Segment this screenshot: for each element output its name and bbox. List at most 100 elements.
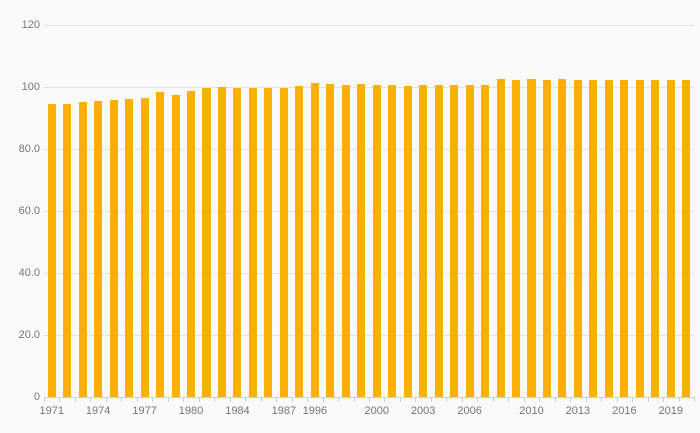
- bar: [465, 84, 474, 397]
- x-tick-label: 2016: [612, 405, 637, 417]
- x-axis-labels: 1971 1974 1977 1980 1984 1987 1996 2000 2003 2006…: [39, 0, 694, 433]
- bar: [187, 90, 196, 397]
- bar: [527, 78, 536, 397]
- x-tick: [353, 397, 355, 402]
- x-tick: [508, 397, 510, 402]
- bar: [202, 87, 211, 397]
- x-tick-label: 2000: [364, 405, 389, 417]
- y-tick-label: 60.0: [18, 205, 40, 217]
- x-tick: [214, 397, 216, 402]
- y-tick-label: 80.0: [18, 143, 40, 155]
- x-tick-label: 1984: [225, 405, 250, 417]
- x-tick: [523, 397, 525, 402]
- bar: [419, 85, 428, 397]
- bar: [310, 82, 319, 397]
- x-tick: [369, 397, 370, 402]
- x-tick: [647, 397, 649, 402]
- x-tick: [136, 397, 138, 402]
- bar: [558, 79, 567, 397]
- gridline-100: [44, 87, 694, 88]
- bar: [512, 80, 521, 397]
- x-axis-ticks: [44, 397, 695, 403]
- gridline-80.0: [44, 149, 694, 150]
- x-tick: [554, 397, 556, 402]
- bar: [109, 100, 118, 397]
- x-tick-label: 1980: [178, 405, 204, 417]
- bar: [140, 98, 149, 397]
- bar: [434, 85, 443, 397]
- x-tick-label: 2010: [519, 405, 544, 417]
- x-tick: [74, 397, 76, 402]
- gridline-120: [44, 25, 694, 26]
- x-tick: [585, 397, 587, 402]
- x-tick: [678, 397, 680, 402]
- x-tick: [44, 397, 45, 402]
- x-tick: [322, 397, 324, 402]
- y-tick-label: 120: [21, 19, 40, 31]
- bar: [217, 87, 226, 397]
- bar: [573, 80, 582, 397]
- x-tick: [198, 397, 200, 402]
- gridline-60.0: [44, 211, 694, 212]
- bar: [620, 80, 629, 397]
- x-tick: [183, 397, 185, 402]
- x-tick-label: 1987: [271, 405, 297, 417]
- x-tick-label: 2013: [565, 405, 591, 417]
- bar: [47, 103, 56, 397]
- x-tick: [384, 397, 386, 402]
- bar: [542, 80, 551, 397]
- x-tick: [570, 397, 572, 402]
- bar: [589, 79, 598, 397]
- bar: [357, 84, 366, 397]
- bar: [450, 85, 459, 397]
- x-tick: [461, 397, 463, 402]
- y-tick-label: 100: [21, 81, 40, 93]
- x-tick: [167, 397, 169, 402]
- x-tick-label: 2019: [658, 405, 684, 417]
- gridline-40.0: [44, 273, 694, 274]
- x-tick: [59, 397, 61, 402]
- bar: [326, 83, 335, 397]
- x-tick: [399, 397, 401, 402]
- bar: [279, 87, 288, 397]
- bar: [156, 92, 165, 397]
- x-tick-label: 1977: [132, 405, 157, 417]
- bar: [295, 86, 304, 397]
- x-tick: [121, 397, 123, 402]
- bar: [233, 88, 242, 397]
- x-tick: [276, 397, 278, 402]
- bar: [682, 79, 691, 397]
- x-tick: [260, 397, 262, 402]
- bar: [94, 100, 103, 397]
- x-tick: [694, 397, 695, 402]
- x-tick: [492, 397, 494, 402]
- x-tick: [663, 397, 665, 402]
- x-tick: [430, 397, 432, 402]
- x-tick: [105, 397, 107, 402]
- x-tick-label: 1971: [39, 405, 64, 417]
- bar: [171, 95, 180, 397]
- bar: [651, 79, 660, 397]
- bar: [496, 78, 505, 397]
- x-tick: [245, 397, 247, 402]
- x-tick: [152, 397, 154, 402]
- bar: [604, 80, 613, 397]
- x-tick: [229, 397, 231, 402]
- bar: [481, 85, 490, 397]
- y-tick-label: 40.0: [18, 267, 40, 279]
- x-tick: [307, 397, 309, 402]
- y-tick-label: 20.0: [18, 329, 40, 341]
- x-tick: [291, 397, 293, 402]
- x-tick: [616, 397, 618, 402]
- x-tick: [415, 397, 417, 402]
- bar: [125, 99, 134, 397]
- bar: [341, 85, 350, 397]
- y-axis: 0 20.0 40.0 60.0 80.0 100 120: [0, 0, 40, 433]
- bar: [388, 85, 397, 397]
- bar: [63, 103, 72, 397]
- bar: [635, 80, 644, 397]
- bar: [78, 101, 87, 397]
- bar: [264, 87, 273, 397]
- x-tick-label: 1996: [302, 405, 328, 417]
